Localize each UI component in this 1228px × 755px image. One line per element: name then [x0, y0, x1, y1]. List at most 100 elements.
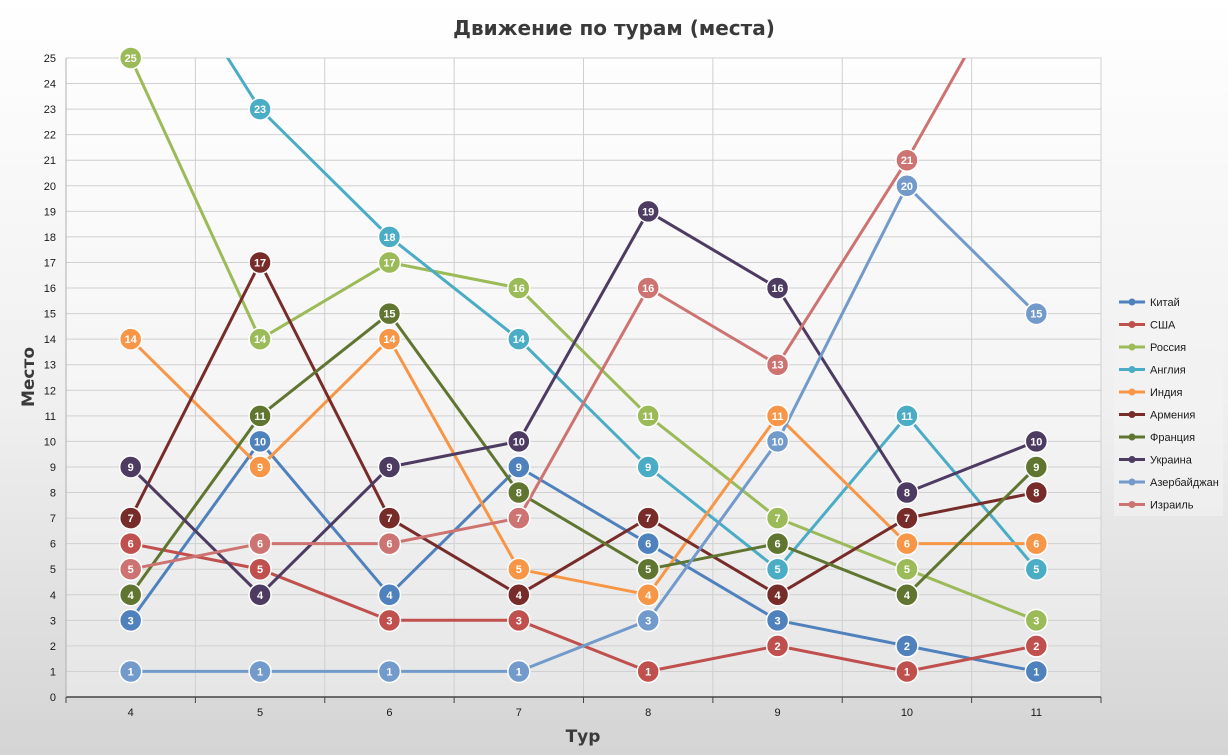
legend-swatch-marker: [1128, 298, 1136, 306]
data-label: 9: [1033, 462, 1039, 474]
data-label: 10: [254, 436, 266, 448]
data-label: 14: [254, 334, 267, 346]
y-tick-label: 19: [44, 206, 56, 218]
y-tick-label: 16: [44, 283, 56, 295]
data-label: 4: [904, 590, 911, 602]
data-point: [507, 608, 531, 633]
data-point: [895, 557, 919, 581]
series-line: [129, 261, 1037, 597]
y-tick-label: 18: [44, 232, 56, 244]
y-tick-label: 6: [50, 539, 56, 551]
data-label: 7: [516, 513, 522, 525]
data-point: [118, 659, 143, 684]
series-line: [129, 312, 1038, 597]
data-label: 6: [645, 539, 651, 551]
legend-swatch-marker: [1128, 501, 1136, 508]
data-point: [765, 352, 790, 377]
y-tick-label: 7: [50, 513, 56, 525]
data-point: [765, 583, 790, 607]
data-label: 3: [128, 615, 134, 627]
x-tick-label: 6: [386, 707, 392, 719]
data-point: [377, 250, 402, 275]
legend-swatch-marker: [1128, 343, 1136, 351]
y-tick-label: 25: [44, 53, 56, 65]
data-point: [765, 557, 790, 581]
data-label: 9: [257, 462, 263, 474]
data-point: [377, 659, 402, 684]
data-point: [1024, 301, 1049, 326]
data-point: [895, 634, 919, 658]
data-point: [248, 429, 272, 454]
data-label: 11: [642, 411, 654, 423]
data-label: 10: [1030, 436, 1042, 448]
legend-label: Китай: [1150, 297, 1180, 309]
y-tick-label: 11: [45, 411, 56, 423]
data-label: 14: [125, 334, 138, 346]
data-label: 6: [257, 539, 263, 551]
data-label: 5: [775, 564, 781, 576]
series-line: [130, 184, 1038, 673]
data-point: [248, 327, 272, 351]
data-label: 15: [1030, 309, 1042, 321]
data-label: 9: [516, 462, 522, 474]
data-point: [377, 455, 402, 479]
data-point: [248, 250, 272, 275]
y-tick-label: 23: [44, 104, 56, 116]
data-label: 25: [125, 53, 137, 65]
x-tick-label: 11: [1031, 707, 1042, 719]
legend-label: США: [1150, 320, 1176, 332]
x-tick-label: 4: [128, 707, 134, 719]
data-label: 11: [772, 411, 784, 423]
data-label: 11: [901, 411, 913, 423]
data-point: [636, 455, 660, 479]
data-label: 6: [128, 539, 134, 551]
data-label: 8: [1033, 488, 1039, 500]
data-label: 5: [128, 564, 134, 576]
data-point: [118, 608, 143, 633]
data-point: [118, 46, 143, 70]
data-point: [377, 301, 402, 326]
data-label: 14: [383, 334, 396, 346]
data-point: [507, 480, 531, 505]
x-tick-label: 8: [645, 707, 651, 719]
x-axis-title: Тур: [566, 727, 601, 747]
data-label: 8: [904, 488, 910, 500]
data-label: 16: [513, 283, 525, 295]
data-label: 3: [775, 615, 781, 627]
data-label: 4: [128, 590, 135, 602]
data-point: [248, 583, 272, 607]
y-tick-label: 17: [44, 257, 56, 269]
series-line: [129, 337, 1037, 597]
data-point: [507, 455, 531, 479]
data-label: 21: [901, 155, 913, 167]
y-tick-label: 12: [44, 385, 56, 397]
data-point: [118, 455, 143, 479]
data-point: [895, 659, 919, 684]
data-label: 17: [254, 257, 266, 269]
data-label: 4: [775, 590, 782, 602]
data-label: 4: [645, 590, 652, 602]
data-label: 17: [383, 257, 395, 269]
data-point: [1024, 634, 1049, 658]
y-tick-label: 9: [50, 462, 56, 474]
data-point: [765, 429, 790, 454]
data-point: [1024, 608, 1049, 633]
data-label: 18: [383, 232, 395, 244]
data-label: 5: [1033, 564, 1039, 576]
data-label: 5: [516, 564, 522, 576]
data-point: [636, 608, 660, 633]
x-tick-label: 7: [516, 707, 522, 719]
series-line: [129, 58, 1037, 622]
y-tick-label: 2: [50, 641, 56, 653]
data-label: 6: [1033, 539, 1039, 551]
y-tick-label: 8: [50, 488, 56, 500]
data-label: 8: [516, 488, 522, 500]
data-label: 1: [1033, 666, 1039, 678]
data-point: [1024, 659, 1049, 684]
data-label: 1: [904, 666, 910, 678]
data-label: 9: [645, 462, 651, 474]
data-point: [636, 404, 660, 428]
data-point: [118, 531, 143, 556]
